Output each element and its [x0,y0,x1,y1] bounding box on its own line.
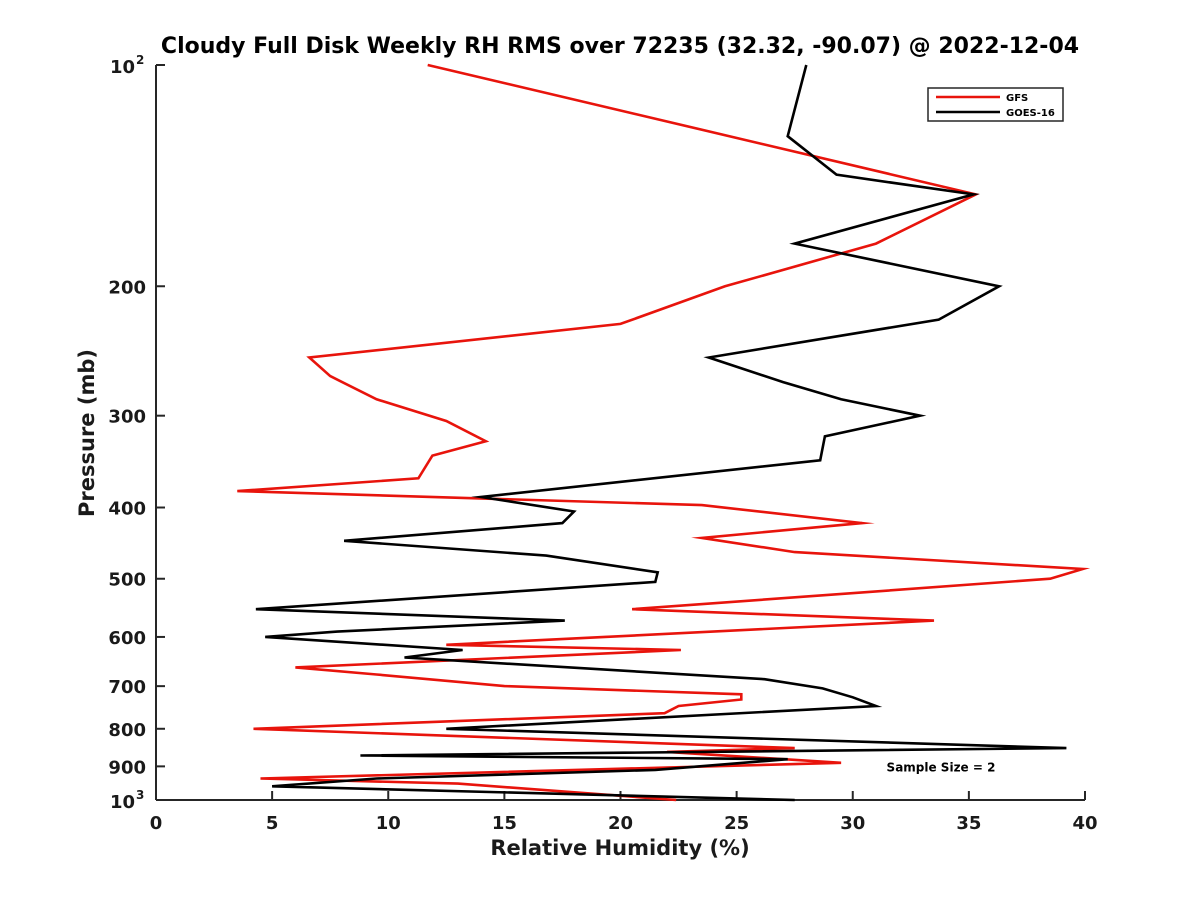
x-tick-label: 40 [1072,813,1097,834]
x-tick-label: 25 [724,813,749,834]
sample-size-annotation: Sample Size = 2 [887,760,996,774]
legend: GFS GOES-16 [927,87,1064,122]
legend-entry: GFS [1006,93,1028,104]
y-tick-exponent: 3 [136,788,144,802]
y-tick-label: 600 [108,628,146,649]
y-tick-label: 900 [108,757,146,778]
legend-box [927,87,1064,122]
series-lines [237,63,1091,802]
x-tick-label: 30 [840,813,865,834]
y-tick-label: 500 [108,570,146,591]
x-tick-label: 10 [376,813,401,834]
y-tick-label: 700 [108,677,146,698]
series-line-gfs [237,63,1091,802]
y-tick-label: 300 [108,407,146,428]
y-axis-label: Pressure (mb) [75,349,99,517]
x-tick-label: 20 [608,813,633,834]
x-axis-label: Relative Humidity (%) [490,836,749,860]
legend-entry: GOES-16 [1006,108,1055,119]
series-line-goes-16 [255,64,1067,802]
chart-title: Cloudy Full Disk Weekly RH RMS over 7223… [161,34,1079,59]
x-tick-label: 35 [956,813,981,834]
x-axis-ticks: 0 5 10 15 20 25 30 35 40 [150,791,1098,834]
y-tick-label: 800 [108,720,146,741]
x-tick-label: 0 [150,813,163,834]
annotations: Sample Size = 2 [887,760,996,774]
x-tick-label: 5 [266,813,279,834]
y-tick-exponent: 2 [136,53,144,67]
x-tick-label: 15 [492,813,517,834]
y-tick-label: 200 [108,277,146,298]
y-tick-label: 10 [110,57,135,78]
y-tick-label: 400 [108,499,146,520]
y-tick-label: 10 [110,792,135,813]
